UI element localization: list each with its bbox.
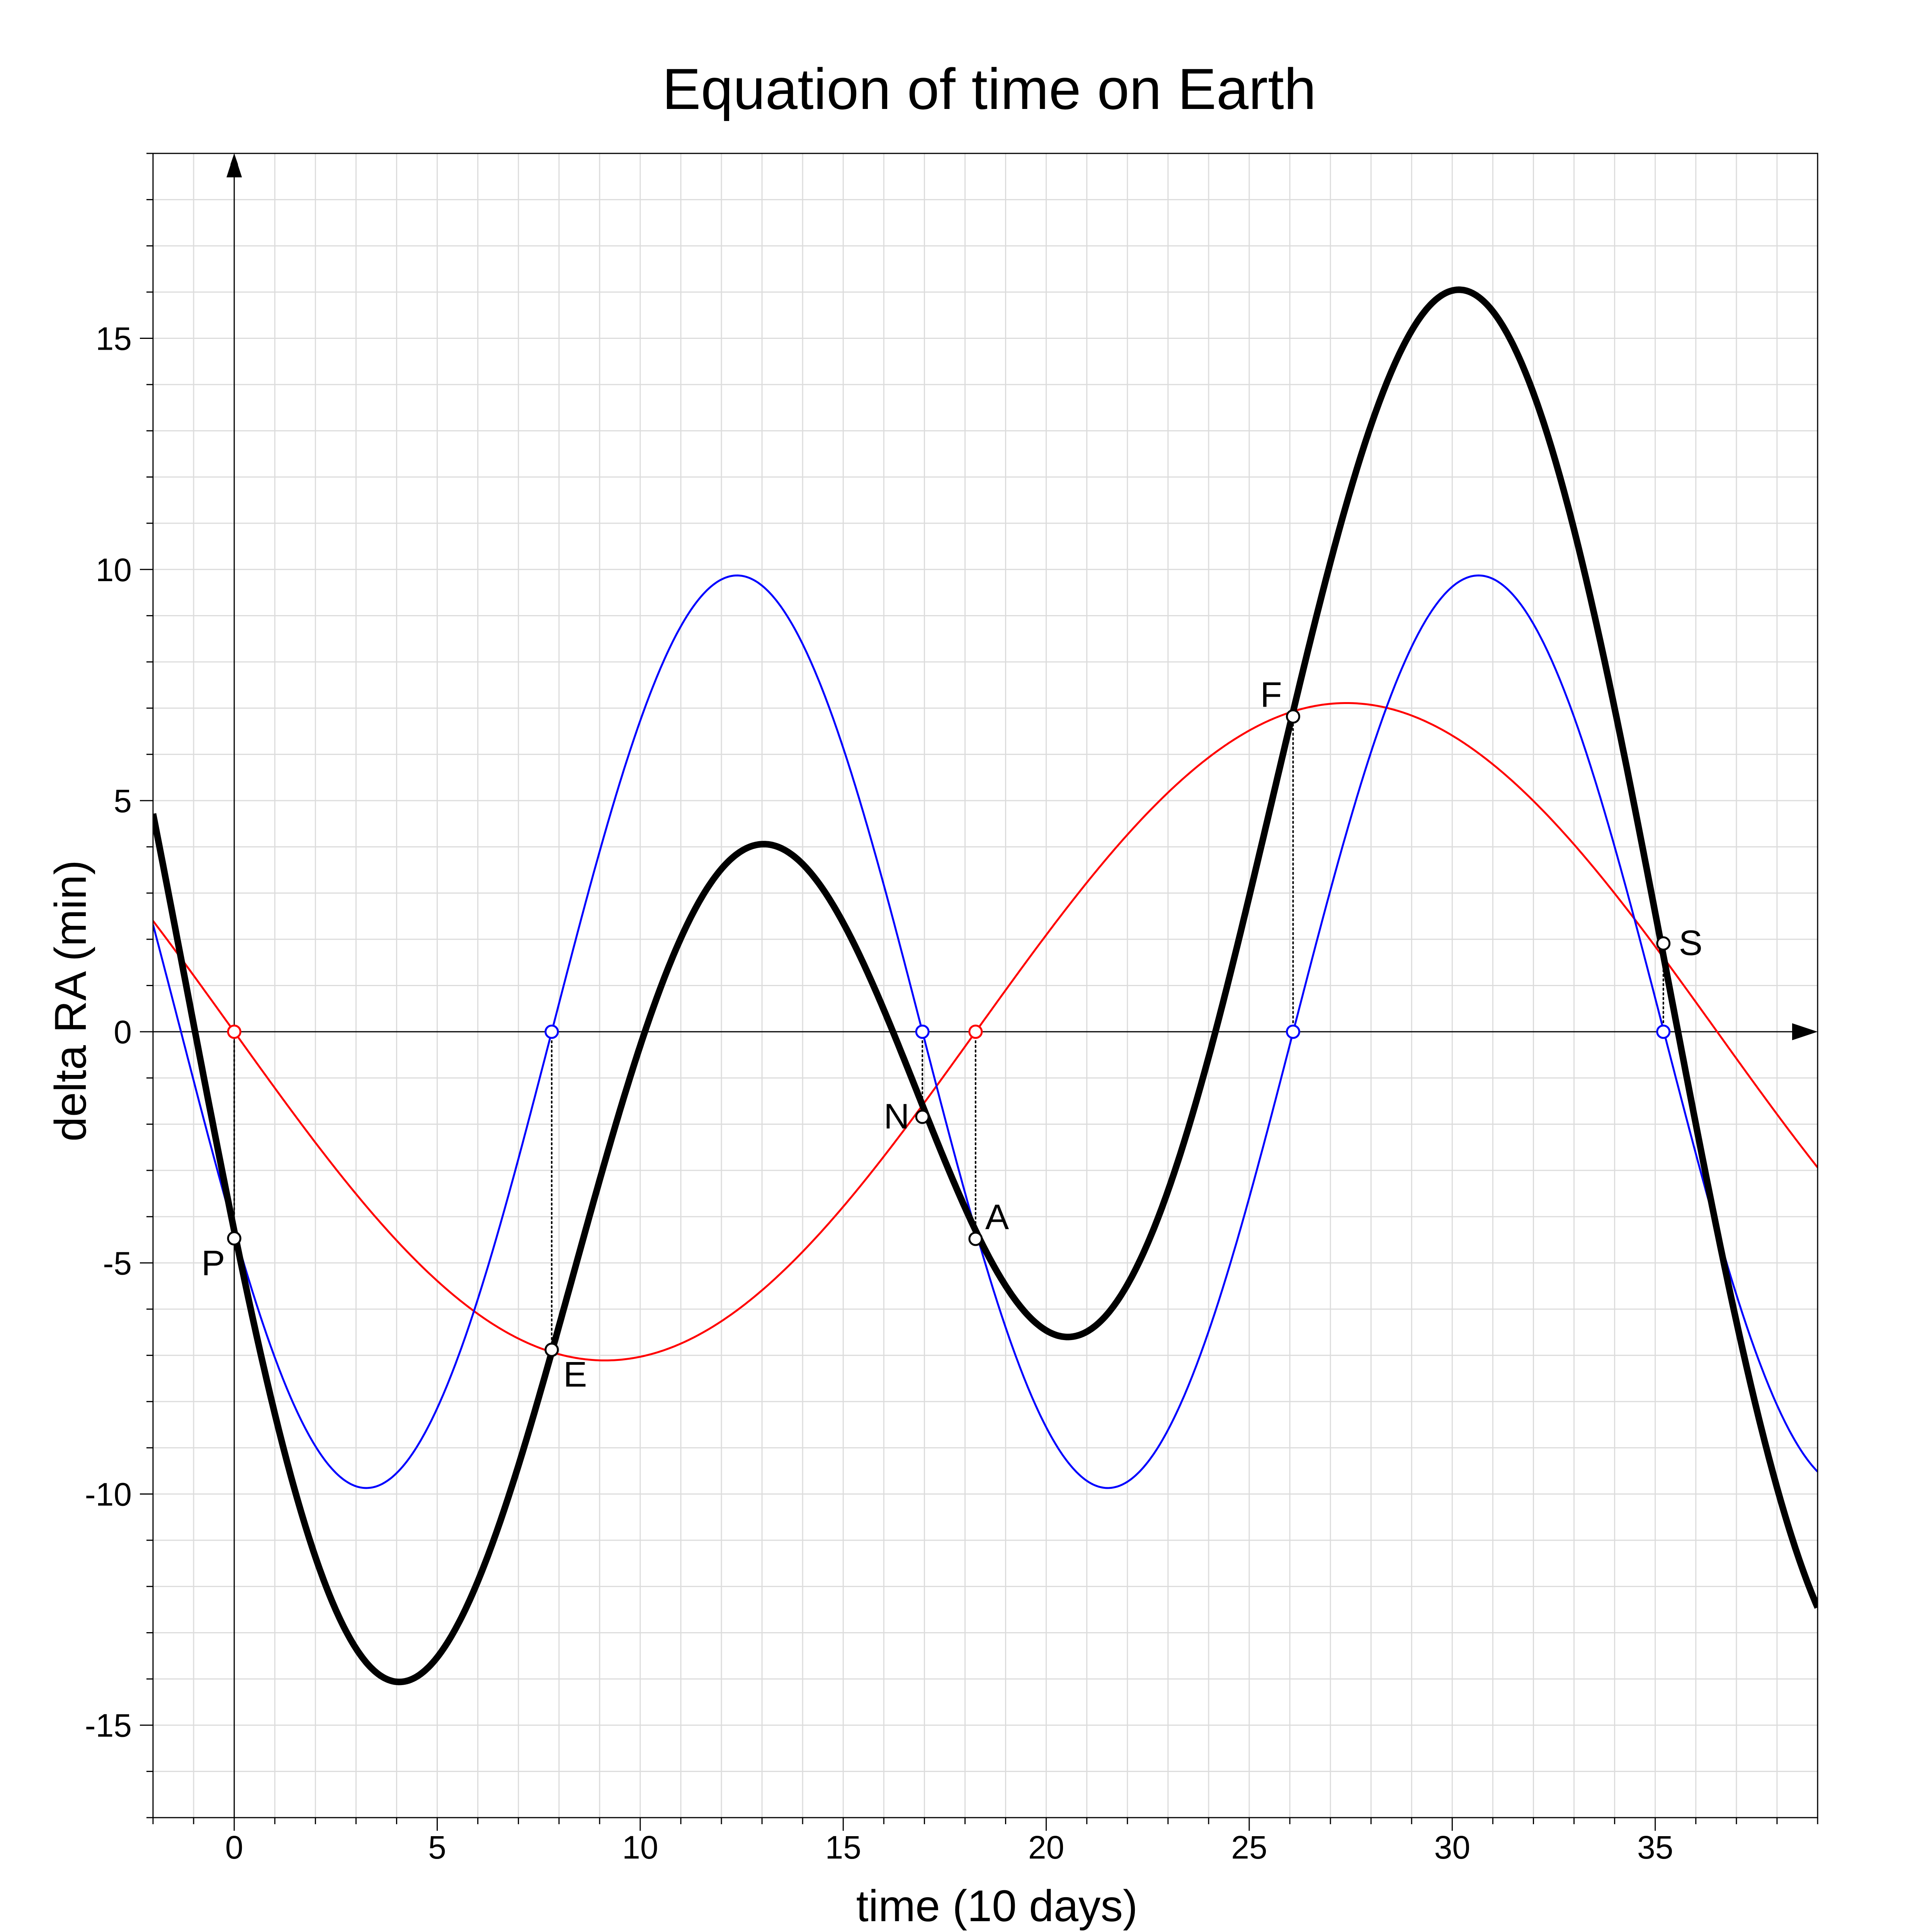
point-label-N: N — [884, 1097, 909, 1136]
y-tick-label: -5 — [103, 1245, 132, 1281]
point-marker-icon — [968, 1231, 983, 1246]
zero-marker-icon — [968, 1024, 983, 1039]
point-label-P: P — [201, 1243, 225, 1283]
curves — [153, 286, 1818, 1685]
x-axis-label: time (10 days) — [856, 1881, 1138, 1931]
zero-marker-icon — [227, 1024, 242, 1039]
x-tick-label: 30 — [1434, 1829, 1470, 1866]
zero-marker-icon — [544, 1024, 559, 1039]
point-labels: P E N A F S — [201, 675, 1702, 1394]
y-tick-label: 10 — [96, 552, 132, 588]
plot-frame — [152, 153, 1818, 1818]
x-tick-label: 35 — [1637, 1829, 1673, 1866]
curve-black — [153, 286, 1818, 1685]
x-axis-arrow-icon — [1792, 1023, 1818, 1041]
zero-marker-icon — [1656, 1024, 1671, 1039]
y-tick-label: -10 — [85, 1476, 132, 1513]
y-axis-label: delta RA (min) — [46, 860, 95, 1142]
grid — [152, 153, 1818, 1818]
curve-red — [153, 702, 1818, 1362]
point-label-A: A — [985, 1197, 1009, 1237]
y-tick-label: 0 — [114, 1014, 132, 1050]
x-tick-label: 25 — [1231, 1829, 1267, 1866]
point-label-E: E — [563, 1355, 587, 1394]
x-tick-label: 5 — [428, 1829, 446, 1866]
point-marker-icon — [544, 1342, 559, 1357]
y-axis-arrowhead-icon — [226, 153, 242, 177]
point-marker-icon — [1656, 936, 1671, 951]
x-tick-label: 10 — [622, 1829, 658, 1866]
zero-marker-icon — [1286, 1024, 1300, 1039]
x-tick-label: 0 — [225, 1829, 243, 1866]
curve-blue — [153, 574, 1818, 1489]
ticks: 0 5 10 15 20 25 30 35 -15 -10 -5 0 5 10 15 — [85, 153, 1818, 1866]
point-markers — [227, 709, 1671, 1357]
point-marker-icon — [1286, 709, 1300, 724]
y-tick-label: 15 — [96, 321, 132, 357]
x-tick-label: 20 — [1028, 1829, 1064, 1866]
y-tick-label: 5 — [114, 783, 132, 819]
point-marker-icon — [915, 1109, 930, 1124]
y-tick-label: -15 — [85, 1708, 132, 1744]
point-marker-icon — [227, 1231, 242, 1246]
point-label-F: F — [1260, 675, 1282, 714]
zero-marker-icon — [915, 1024, 930, 1039]
x-tick-label: 15 — [825, 1829, 861, 1866]
chart-title: Equation of time on Earth — [662, 56, 1316, 121]
point-label-S: S — [1679, 923, 1702, 963]
